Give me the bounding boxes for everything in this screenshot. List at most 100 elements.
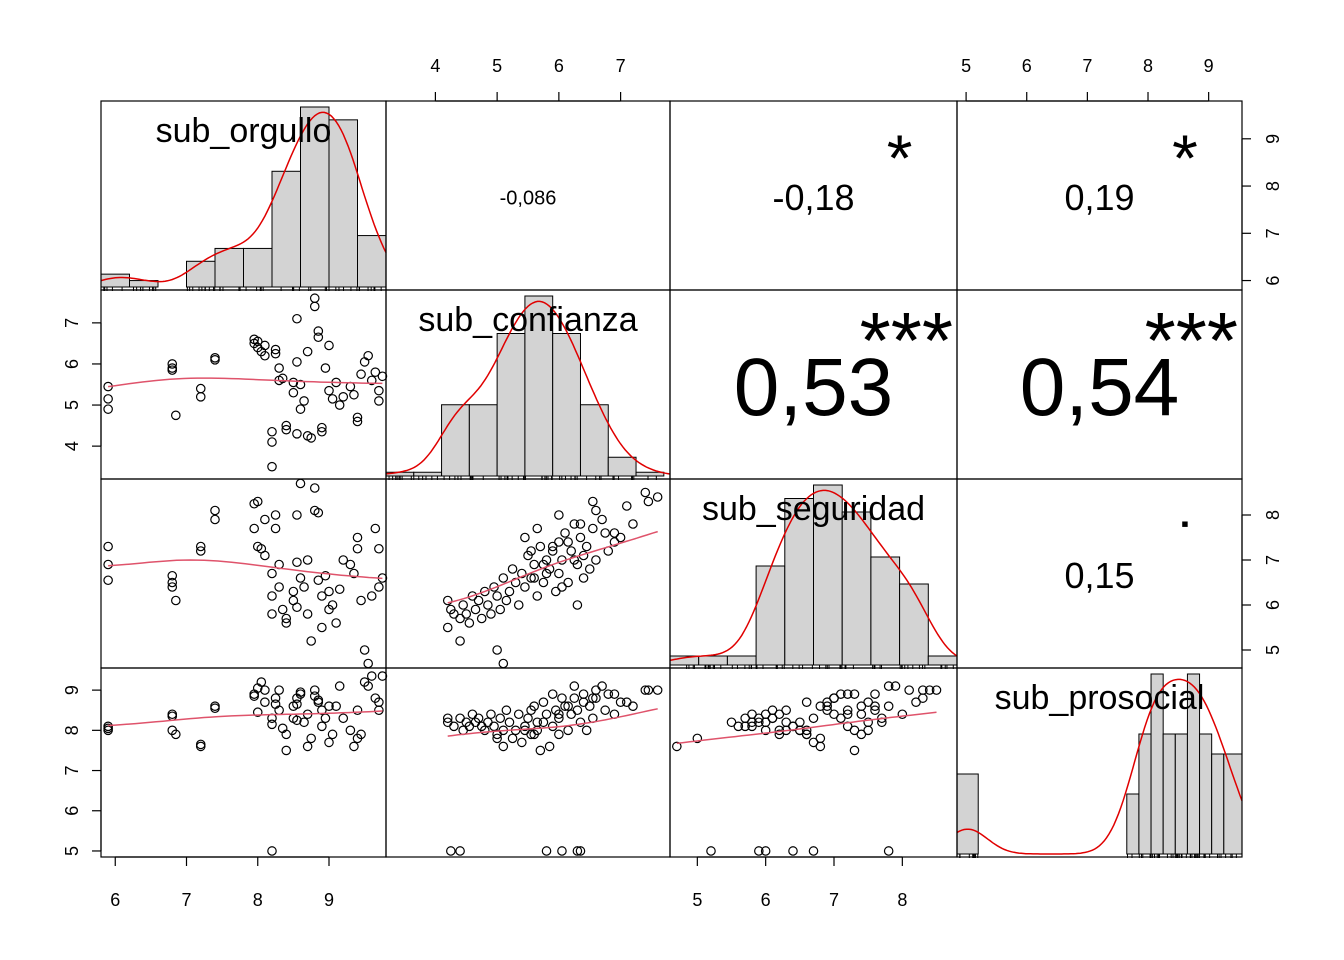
- data-point: [588, 496, 598, 507]
- tick-label: 9: [1263, 134, 1283, 144]
- data-point: [473, 595, 484, 606]
- histogram-bar: [607, 456, 637, 477]
- histogram-panel-sub_seguridad: sub_seguridad: [669, 484, 958, 669]
- data-point: [870, 701, 880, 712]
- data-point: [492, 591, 502, 601]
- data-point: [302, 555, 313, 565]
- tick-label: 7: [62, 766, 82, 776]
- data-point: [309, 483, 320, 493]
- data-point: [270, 693, 281, 703]
- data-point: [324, 340, 334, 351]
- data-point: [557, 846, 567, 856]
- data-point: [103, 575, 113, 586]
- data-point: [560, 528, 570, 538]
- scatter-panel-sub_confianza-vs-sub_orgullo: [103, 293, 388, 472]
- tick-label: 5: [492, 56, 502, 76]
- y-axis-right-sub_orgullo: 6 7 8 9: [1241, 134, 1283, 286]
- y-axis-left-sub_prosocial: 5 6 7 8 9: [62, 685, 102, 856]
- data-point: [615, 697, 626, 707]
- tick-label: 7: [616, 56, 626, 76]
- data-point: [513, 600, 524, 610]
- data-point: [550, 586, 561, 597]
- data-point: [260, 685, 270, 695]
- data-point: [504, 586, 515, 597]
- data-point: [281, 745, 292, 756]
- data-point: [575, 846, 586, 856]
- data-point: [103, 725, 113, 736]
- data-point: [529, 573, 539, 583]
- data-point: [801, 697, 812, 707]
- x-axis-bottom-sub_seguridad: 5 6 7 8: [692, 856, 907, 910]
- data-point: [754, 713, 764, 724]
- data-point: [349, 389, 359, 400]
- data-point: [842, 709, 853, 720]
- data-point: [281, 420, 292, 431]
- data-point: [467, 709, 478, 720]
- data-point: [356, 729, 366, 740]
- data-point: [270, 523, 281, 534]
- data-point: [167, 577, 178, 588]
- data-point: [760, 846, 771, 856]
- data-point: [569, 681, 580, 691]
- data-point: [470, 604, 481, 615]
- data-point: [554, 537, 564, 547]
- data-point: [302, 346, 313, 357]
- data-point: [295, 573, 306, 583]
- data-point: [249, 523, 259, 534]
- data-point: [560, 701, 570, 712]
- data-point: [302, 741, 313, 752]
- data-point: [370, 523, 381, 534]
- data-point: [366, 591, 377, 601]
- data-point: [706, 846, 716, 856]
- tick-label: 6: [1263, 276, 1283, 286]
- data-point: [260, 340, 270, 351]
- data-point: [370, 367, 381, 377]
- histogram-bar: [1126, 793, 1140, 855]
- data-point: [306, 433, 316, 443]
- histogram-panel-sub_prosocial: sub_prosocial: [956, 673, 1243, 858]
- scatter-panel-sub_seguridad-vs-sub_orgullo: [103, 478, 388, 669]
- tick-label: 6: [62, 806, 82, 816]
- data-point: [317, 622, 327, 633]
- tick-label: 8: [62, 725, 82, 735]
- tick-label: 5: [692, 890, 702, 910]
- tick-label: 7: [1082, 56, 1092, 76]
- x-axis-top-sub_prosocial: 5 6 7 8 9: [961, 56, 1214, 102]
- data-point: [374, 385, 384, 396]
- data-point: [774, 729, 785, 740]
- data-point: [352, 412, 363, 423]
- data-point: [313, 332, 324, 343]
- scatter-panel-sub_prosocial-vs-sub_confianza: [442, 681, 663, 856]
- data-point: [842, 689, 853, 699]
- tick-label: 6: [110, 890, 120, 910]
- data-point: [356, 595, 366, 606]
- significance-stars: ***: [1145, 296, 1238, 385]
- tick-label: 7: [829, 890, 839, 910]
- data-point: [498, 741, 509, 752]
- data-point: [313, 695, 324, 705]
- data-point: [309, 301, 320, 312]
- histogram-bar: [1138, 733, 1152, 855]
- data-point: [547, 546, 558, 556]
- tick-label: 7: [62, 318, 82, 328]
- data-point: [740, 713, 750, 724]
- data-point: [526, 705, 536, 716]
- density-curve: [100, 111, 387, 283]
- histogram-bar: [468, 404, 498, 477]
- data-point: [458, 600, 468, 610]
- data-point: [455, 846, 465, 856]
- data-point: [643, 496, 654, 507]
- data-point: [795, 725, 805, 736]
- data-point: [492, 645, 502, 655]
- data-point: [557, 693, 567, 703]
- data-point: [808, 846, 819, 856]
- data-point: [640, 685, 651, 695]
- data-point: [103, 541, 113, 552]
- data-point: [320, 570, 331, 581]
- data-point: [288, 387, 299, 398]
- data-point: [529, 729, 539, 740]
- smooth-line: [108, 710, 383, 727]
- data-point: [554, 510, 564, 520]
- histogram-bar: [496, 333, 526, 477]
- data-point: [483, 600, 493, 610]
